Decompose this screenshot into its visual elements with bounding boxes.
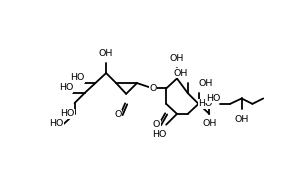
Text: HO: HO (206, 94, 220, 103)
Text: OH: OH (202, 119, 216, 128)
Text: OH: OH (170, 54, 184, 63)
Text: HO: HO (198, 99, 212, 108)
Text: OH: OH (199, 79, 213, 88)
Text: OH: OH (173, 69, 188, 78)
Text: HO: HO (152, 130, 166, 139)
Text: O: O (150, 84, 157, 93)
Text: HO: HO (49, 118, 64, 127)
Text: O: O (153, 120, 160, 129)
Text: OH: OH (99, 49, 113, 58)
Text: HO: HO (59, 83, 73, 92)
Text: O: O (114, 110, 122, 119)
Text: HO: HO (60, 109, 75, 118)
Text: HO: HO (70, 73, 84, 82)
Text: OH: OH (235, 115, 249, 124)
